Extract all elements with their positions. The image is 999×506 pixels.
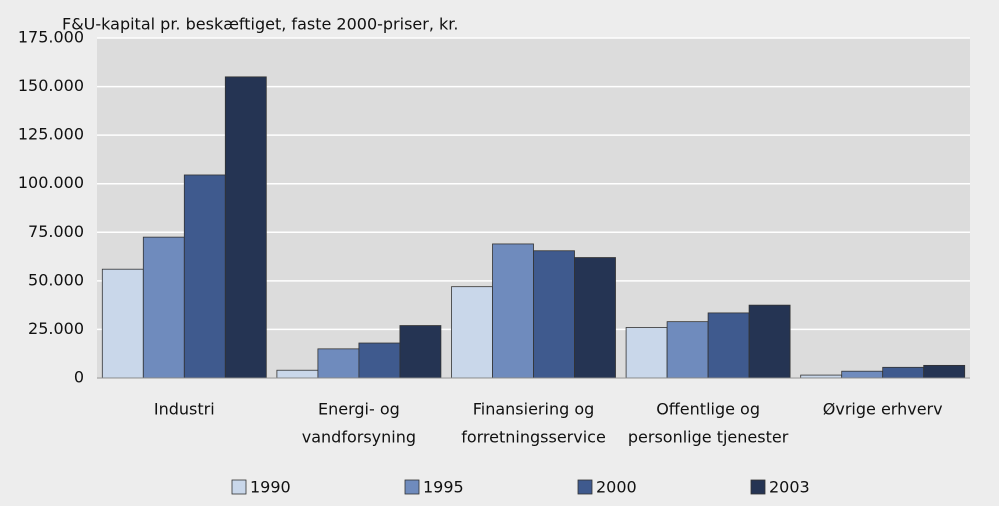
legend-label: 2003 <box>769 478 810 497</box>
y-tick-label: 150.000 <box>18 76 84 95</box>
bar <box>276 369 319 379</box>
bar <box>317 348 360 379</box>
bar <box>183 174 226 379</box>
y-tick-label: 50.000 <box>28 270 84 289</box>
x-tick-label: Energi- og <box>318 400 400 419</box>
bar <box>533 250 575 379</box>
x-tick-label: Øvrige erhverv <box>823 400 943 419</box>
y-tick-label: 25.000 <box>28 319 84 338</box>
bar <box>101 268 144 379</box>
legend-swatch <box>750 479 766 495</box>
x-tick-label: forretningsservice <box>461 428 606 447</box>
x-tick-label: personlige tjenester <box>628 428 789 447</box>
bar <box>625 327 668 379</box>
bar <box>451 286 493 379</box>
bar <box>492 243 534 379</box>
bar <box>574 257 616 379</box>
x-tick-label: Finansiering og <box>473 400 595 419</box>
bar <box>142 236 185 379</box>
legend-swatch <box>404 479 420 495</box>
y-tick-label: 100.000 <box>18 173 84 192</box>
chart-title: F&U-kapital pr. beskæftiget, faste 2000-… <box>62 15 458 34</box>
bar <box>224 76 267 379</box>
bar <box>841 370 884 379</box>
bar <box>358 342 401 379</box>
legend-swatch <box>577 479 593 495</box>
bar <box>666 321 709 379</box>
bar <box>923 364 966 379</box>
x-tick-label: Offentlige og <box>656 400 760 419</box>
y-tick-label: 175.000 <box>18 28 84 47</box>
bar <box>882 366 925 379</box>
legend-label: 1990 <box>250 478 291 497</box>
x-tick-label: Industri <box>154 400 215 419</box>
legend-label: 1995 <box>423 478 464 497</box>
x-tick-label: vandforsyning <box>302 428 416 447</box>
bar <box>399 325 442 379</box>
legend-swatch <box>231 479 247 495</box>
y-tick-label: 75.000 <box>28 222 84 241</box>
bar <box>707 312 750 379</box>
legend-label: 2000 <box>596 478 637 497</box>
y-tick-label: 125.000 <box>18 125 84 144</box>
y-tick-label: 0 <box>74 368 84 387</box>
bar <box>748 304 791 379</box>
